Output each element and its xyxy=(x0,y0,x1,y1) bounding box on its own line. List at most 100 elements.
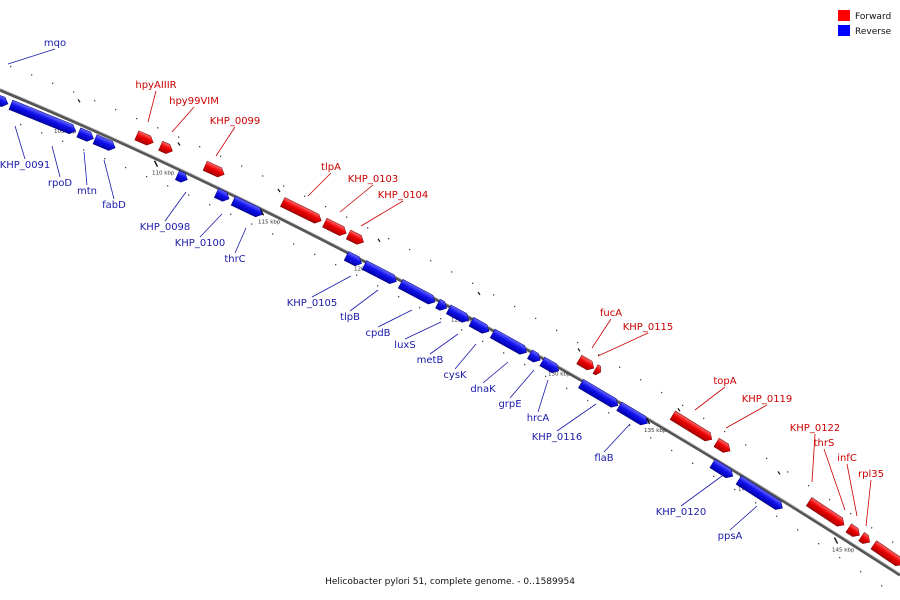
gene-metB[interactable] xyxy=(445,304,471,325)
gene-luxS[interactable] xyxy=(435,298,449,313)
inner-dot xyxy=(398,295,400,298)
outer-dot xyxy=(325,205,327,208)
leader-metB xyxy=(429,333,459,355)
gene-label-dnaK: dnaK xyxy=(470,384,496,395)
leader-tlpA xyxy=(307,172,332,197)
gene-topA[interactable] xyxy=(669,410,714,444)
gene-label-KHP_0104: KHP_0104 xyxy=(378,190,429,201)
outer-dot xyxy=(346,216,348,218)
gene-label-ppsA: ppsA xyxy=(718,531,743,542)
leader-KHP_0100 xyxy=(199,213,223,238)
kbp-tick-mark xyxy=(645,417,651,425)
inner-dot xyxy=(314,253,316,255)
gene-tlpA[interactable] xyxy=(280,197,323,226)
gene-KHP_0099[interactable] xyxy=(202,160,226,179)
legend: Forward Reverse xyxy=(838,10,892,37)
outer-dot xyxy=(682,404,684,407)
leader-fabD xyxy=(103,159,115,200)
gene-ppsA[interactable] xyxy=(735,475,785,513)
inner-dot xyxy=(125,166,127,169)
outer-dash xyxy=(177,142,181,146)
gene-KHP_0103[interactable] xyxy=(322,217,348,238)
leader-rpoD xyxy=(51,145,61,178)
inner-dot xyxy=(41,132,43,134)
outer-dot xyxy=(745,444,747,446)
leader-hrcA xyxy=(537,379,549,413)
outer-dot xyxy=(703,417,705,420)
gene-KHP_0120[interactable] xyxy=(709,458,736,480)
inner-dot xyxy=(503,352,505,354)
inner-dot xyxy=(104,158,106,160)
gene-KHP_0098[interactable] xyxy=(174,170,189,185)
gene-KHP_0100[interactable] xyxy=(213,188,231,203)
gene-label-KHP_0116: KHP_0116 xyxy=(532,432,583,443)
outer-dot xyxy=(136,117,138,120)
outer-dot xyxy=(829,498,831,501)
gene-thrS[interactable] xyxy=(845,523,862,540)
gene-hrcA[interactable] xyxy=(539,356,561,375)
gene-label-infC: infC xyxy=(837,453,857,464)
gene-grpE[interactable] xyxy=(527,349,542,365)
gene-label-grpE: grpE xyxy=(498,399,521,410)
gene-KHP_0105[interactable] xyxy=(343,251,364,268)
outer-dot xyxy=(472,282,474,284)
gene-flaB[interactable] xyxy=(616,401,650,428)
gene-label-fabD: fabD xyxy=(102,200,126,211)
gene-infC[interactable] xyxy=(858,532,873,546)
outer-dot xyxy=(10,65,12,68)
outer-dot xyxy=(388,237,390,240)
inner-dot xyxy=(650,437,652,439)
outer-dot xyxy=(409,248,411,251)
gene-fabD[interactable] xyxy=(92,134,117,153)
outer-dot xyxy=(535,317,537,320)
outer-dot xyxy=(94,100,96,102)
outer-dot xyxy=(871,527,873,529)
leader-hpyAIIIR xyxy=(147,90,157,123)
gene-KHP_0122[interactable] xyxy=(805,497,847,530)
gene-hpyAIIIR[interactable] xyxy=(134,130,155,147)
gene-KHP_0119[interactable] xyxy=(713,437,733,455)
gene-tlpB[interactable] xyxy=(361,260,399,286)
leader-KHP_0103 xyxy=(339,184,374,213)
inner-dot xyxy=(293,243,295,245)
leader-KHP_0091 xyxy=(14,125,26,160)
outer-dash xyxy=(277,188,281,193)
gene-rpl35[interactable] xyxy=(870,540,900,569)
outer-dot xyxy=(556,329,558,332)
gene-label-hrcA: hrcA xyxy=(527,413,550,424)
gene-label-cpdB: cpdB xyxy=(365,328,390,339)
gene-thrC[interactable] xyxy=(230,195,264,219)
leader-KHP_0098 xyxy=(164,191,187,222)
outer-dot xyxy=(304,195,306,197)
gene-cysK[interactable] xyxy=(468,317,491,335)
gene-rpoD[interactable] xyxy=(8,99,78,136)
gene-label-KHP_0098: KHP_0098 xyxy=(140,222,191,233)
inner-dot xyxy=(839,556,841,559)
gene-fucA[interactable] xyxy=(576,354,597,372)
gene-KHP_0116[interactable] xyxy=(578,379,620,409)
genome-backbone-highlight xyxy=(0,88,900,574)
gene-label-hpy99VIM: hpy99VIM xyxy=(169,96,219,107)
leader-KHP_0116 xyxy=(556,403,597,432)
gene-hpy99VIM[interactable] xyxy=(158,140,175,155)
gene-KHP_0104[interactable] xyxy=(345,229,366,247)
outer-dot xyxy=(493,294,495,296)
gene-KHP_0115[interactable] xyxy=(592,364,603,377)
leader-KHP_0119 xyxy=(725,404,768,429)
gene-label-tlpB: tlpB xyxy=(340,312,360,323)
gene-mtn[interactable] xyxy=(76,127,96,143)
inner-dot xyxy=(587,399,589,402)
leader-KHP_0099 xyxy=(215,126,236,157)
gene-label-hpyAIIIR: hpyAIIIR xyxy=(135,80,176,91)
gene-KHP_0091[interactable] xyxy=(0,94,10,109)
inner-dot xyxy=(818,543,820,545)
legend-reverse-swatch xyxy=(838,25,850,36)
gene-dnaK[interactable] xyxy=(489,328,529,357)
gene-cpdB[interactable] xyxy=(397,279,437,306)
kbp-tick-mark xyxy=(833,537,839,544)
inner-dot xyxy=(167,185,169,187)
leader-KHP_0120 xyxy=(680,475,723,507)
inner-dot xyxy=(83,149,85,151)
gene-label-cysK: cysK xyxy=(443,370,467,381)
outer-dash xyxy=(477,291,481,296)
